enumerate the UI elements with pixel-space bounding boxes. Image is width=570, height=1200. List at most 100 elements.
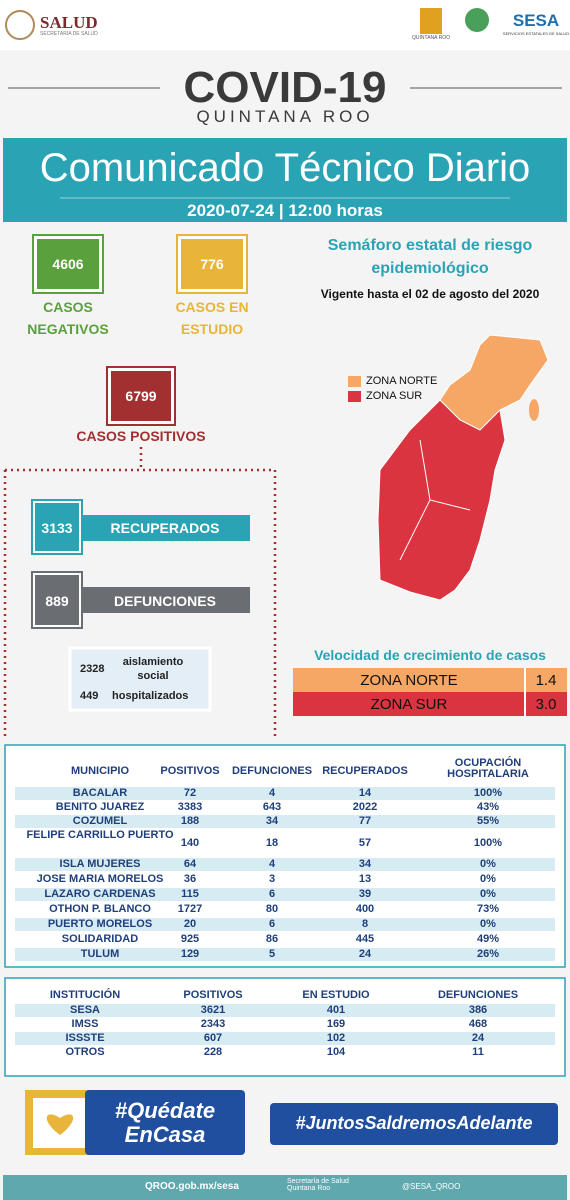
table-cell: 6: [268, 888, 276, 900]
table-cell: 57: [358, 837, 372, 849]
stat-label: CASOS: [43, 299, 93, 315]
table-cell: 1727: [177, 903, 203, 915]
row-band: [15, 815, 555, 828]
table-cell: 3383: [177, 801, 203, 813]
table-cell: 8: [361, 918, 369, 930]
table-cell: 3621: [200, 1004, 226, 1016]
logo-subtext: SERVICIOS ESTATALES DE SALUD: [502, 31, 570, 36]
stat-label: NEGATIVOS: [27, 321, 109, 337]
table-header: DEFUNCIONES: [231, 765, 313, 777]
table-cell: 72: [183, 787, 197, 799]
table-header: RECUPERADOS: [322, 765, 408, 777]
table-cell: 401: [326, 1004, 346, 1016]
table-cell: 0%: [480, 888, 496, 900]
stat-label: aislamiento: [122, 656, 184, 668]
table-cell: 468: [468, 1018, 488, 1030]
logo-text: QUINTANA ROO: [412, 35, 450, 41]
row-band: [15, 918, 555, 931]
table-header: DEFUNCIONES: [437, 989, 519, 1001]
table-cell: 0%: [480, 858, 496, 870]
stat-label: ESTUDIO: [180, 321, 244, 337]
table-cell: 49%: [476, 933, 500, 945]
table-cell: 43%: [476, 801, 500, 813]
banner-date: 2020-07-24 | 12:00 horas: [187, 201, 383, 220]
stat-label: DEFUNCIONES: [114, 593, 216, 609]
footer-text: @SESA_QROO: [402, 1182, 461, 1191]
table-cell: 26%: [476, 948, 500, 960]
table-cell: 73%: [476, 903, 500, 915]
table-cell: 445: [355, 933, 375, 945]
stat-label: RECUPERADOS: [110, 520, 220, 536]
table-cell: 24: [471, 1032, 485, 1044]
table-cell: 102: [326, 1032, 346, 1044]
table-cell: 4: [268, 858, 276, 870]
table-cell: 86: [265, 933, 279, 945]
table-cell: 11: [472, 1046, 484, 1058]
stat-value: 449: [80, 690, 99, 702]
table-cell: 386: [468, 1004, 488, 1016]
table-cell: 77: [358, 815, 372, 827]
table-cell: 169: [326, 1018, 346, 1030]
stat-value: 2328: [80, 663, 105, 675]
table-header: INSTITUCIÓN: [49, 989, 121, 1001]
table-header: MUNICIPIO: [70, 765, 130, 777]
row-band: [15, 888, 555, 901]
legend-label: ZONA SUR: [366, 390, 423, 402]
legend-label: ZONA NORTE: [366, 375, 438, 387]
semaforo-title: Semáforo estatal de riesgo: [327, 237, 533, 254]
stat-value: 3133: [41, 520, 73, 536]
semaforo-vigente: Vigente hasta el 02 de agosto del 2020: [320, 287, 540, 301]
municipio: SOLIDARIDAD: [61, 933, 139, 945]
table-cell: 55%: [476, 815, 500, 827]
table-cell: 4: [268, 787, 276, 799]
zone-name: ZONA SUR: [370, 696, 448, 713]
table-cell: 34: [265, 815, 279, 827]
table-cell: 0%: [480, 918, 496, 930]
table-cell: 228: [203, 1046, 223, 1058]
subtitle: QUINTANA ROO: [196, 107, 374, 126]
row-band: [15, 1032, 555, 1045]
municipio: COZUMEL: [72, 815, 128, 827]
hashtag: #JuntosSaldremosAdelante: [295, 1113, 533, 1133]
table-cell: 18: [265, 837, 279, 849]
table-cell: 100%: [473, 787, 503, 799]
municipio: FELIPE CARRILLO PUERTO: [26, 829, 174, 841]
table-cell: 39: [358, 888, 372, 900]
table-cell: 115: [181, 888, 199, 900]
logo-text: SESA: [512, 11, 560, 30]
zone-value: 3.0: [535, 696, 557, 713]
stat-label: hospitalizados: [112, 690, 189, 702]
table-cell: 24: [358, 948, 372, 960]
table-cell: 188: [180, 815, 200, 827]
municipio: ISLA MUJERES: [59, 858, 141, 870]
table-cell: 0%: [480, 873, 496, 885]
municipio: BACALAR: [72, 787, 128, 799]
zone-name: ZONA NORTE: [360, 672, 458, 689]
municipio: LAZARO CARDENAS: [44, 888, 156, 900]
row-band: [15, 948, 555, 961]
institucion: ISSSTE: [65, 1032, 105, 1044]
table-cell: 36: [183, 873, 197, 885]
table-cell: 607: [203, 1032, 223, 1044]
table-header: POSITIVOS: [160, 765, 220, 777]
table-cell: 925: [180, 933, 200, 945]
municipio: JOSE MARIA MORELOS: [36, 873, 164, 885]
table-cell: 80: [265, 903, 279, 915]
logo-text: SALUD: [40, 13, 98, 32]
title: COVID-19: [183, 63, 387, 112]
row-band: [15, 1004, 555, 1017]
row-band: [15, 858, 555, 871]
stat-label: CASOS EN: [175, 299, 249, 315]
table-cell: 400: [355, 903, 375, 915]
table-cell: 14: [358, 787, 372, 799]
table-cell: 2022: [352, 801, 378, 813]
table-cell: 5: [268, 948, 276, 960]
municipio: PUERTO MORELOS: [47, 918, 153, 930]
footer-text: Secretaría de Salud Quintana Roo: [287, 1178, 349, 1192]
stat-value: 776: [200, 256, 224, 272]
stat-label: social: [137, 670, 169, 682]
municipio: OTHON P. BLANCO: [49, 903, 151, 915]
logo-subtext: SECRETARÍA DE SALUD: [40, 31, 98, 37]
table-cell: 64: [183, 858, 197, 870]
